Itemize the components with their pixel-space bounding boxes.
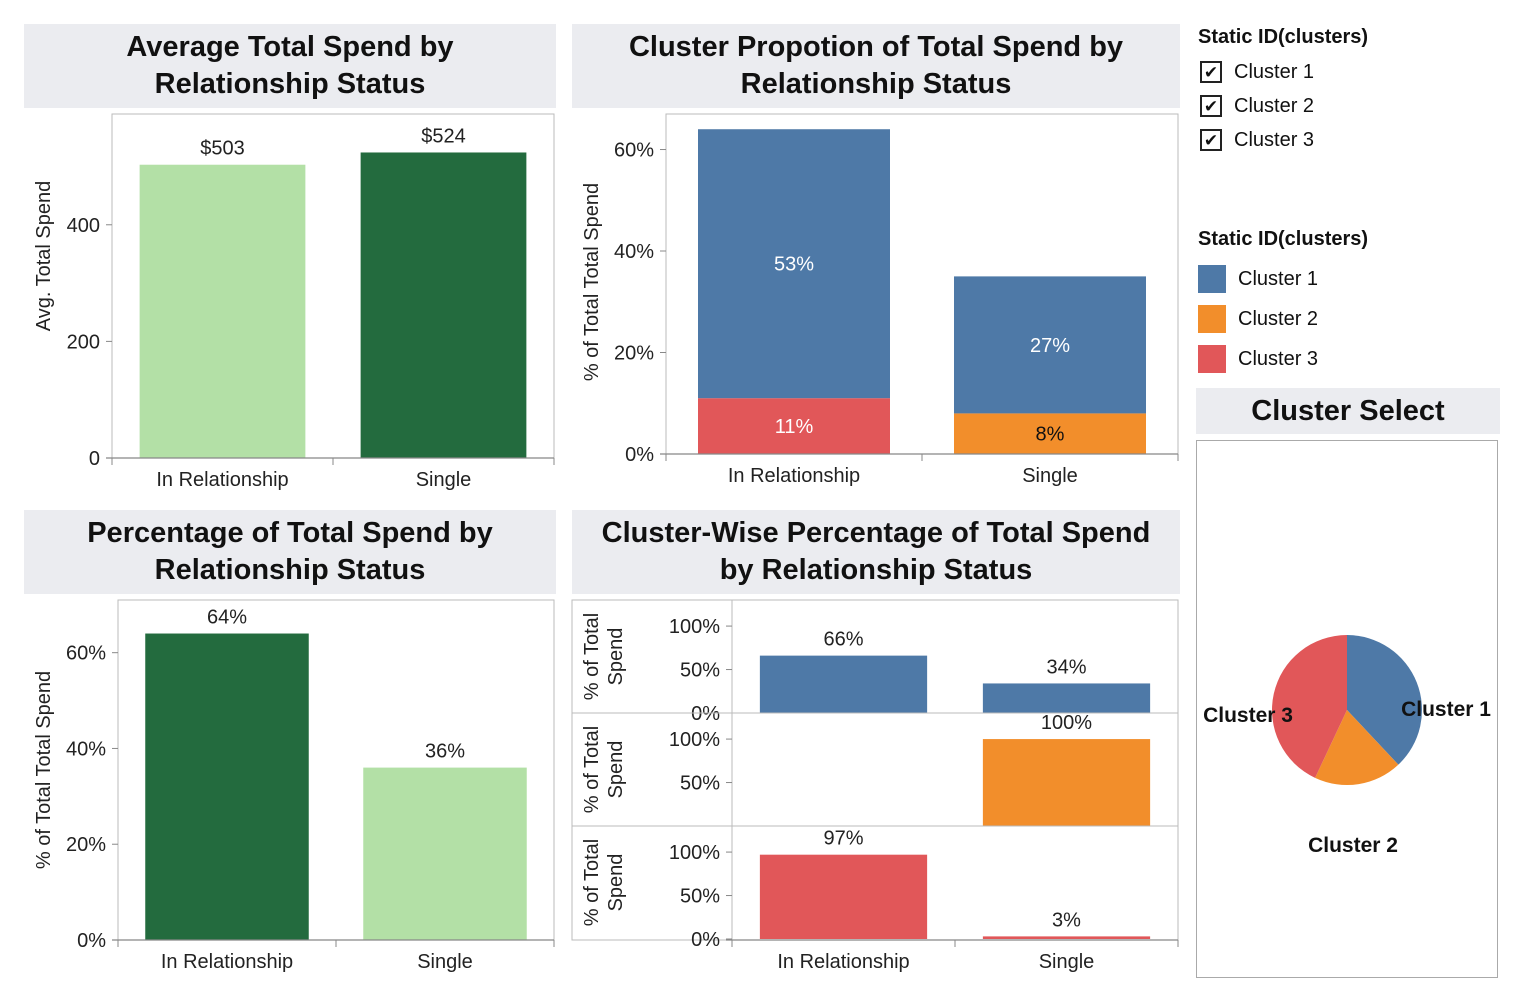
x-tick-label: Single	[416, 469, 472, 491]
cluster-wise-bar	[982, 739, 1151, 826]
cluster-proportion-segment	[698, 398, 890, 454]
cluster-proportion-data-label: 11%	[775, 416, 814, 438]
y-tick-label: 100%	[669, 842, 720, 864]
pie-slice	[1347, 635, 1423, 765]
checkbox-cluster-1[interactable]: ✔	[1200, 61, 1222, 83]
y-tick-label: 0%	[691, 929, 720, 951]
legend-item-cluster-2[interactable]: Cluster 2	[1198, 299, 1498, 339]
y-axis-title: Spend	[605, 854, 627, 912]
avg-spend-bar	[360, 152, 527, 458]
y-tick-label: 100%	[669, 616, 720, 638]
cluster-proportion-title: Cluster Propotion of Total Spend by Relat…	[572, 24, 1180, 108]
pct-spend-bar	[363, 767, 527, 940]
y-tick-label: 400	[67, 215, 100, 237]
cluster-wise-title: Cluster-Wise Percentage of Total Spend by…	[572, 510, 1180, 594]
cluster-wise-data-label: 34%	[1046, 656, 1086, 678]
y-tick-label: 0%	[625, 444, 654, 466]
pct-spend-data-label: 64%	[207, 607, 247, 629]
y-tick-label: 20%	[66, 834, 106, 856]
y-tick-label: 0	[89, 448, 100, 470]
legend-label: Cluster 2	[1238, 307, 1319, 330]
color-legend: Static ID(clusters) Cluster 1 Cluster 2 …	[1198, 228, 1498, 379]
legend-swatch	[1198, 305, 1226, 333]
legend-label: Cluster 1	[1238, 267, 1319, 290]
cluster-wise-data-label: 100%	[1041, 712, 1092, 734]
filter-label: Cluster 1	[1234, 60, 1315, 83]
cluster-proportion-segment	[698, 129, 890, 399]
legend-item-cluster-3[interactable]: Cluster 3	[1198, 339, 1498, 379]
y-tick-label: 0%	[691, 703, 720, 725]
x-tick-label: In Relationship	[777, 951, 909, 973]
cluster-proportion-segment	[954, 413, 1146, 454]
y-tick-label: 50%	[680, 773, 720, 795]
cluster-wise-bar	[759, 655, 928, 713]
y-axis-title: % of Total Total Spend	[581, 183, 603, 381]
avg-spend-bar	[139, 164, 306, 459]
filter-item-cluster-2[interactable]: ✔ Cluster 2	[1196, 89, 1496, 123]
x-tick-label: Single	[1039, 951, 1095, 973]
checkbox-cluster-2[interactable]: ✔	[1200, 95, 1222, 117]
pie-label: Cluster 2	[1308, 834, 1398, 857]
cluster-proportion-data-label: 8%	[1036, 424, 1065, 446]
y-axis-title: % of Total Total Spend	[33, 671, 55, 869]
cluster-wise-bar	[982, 683, 1151, 713]
legend-title: Static ID(clusters)	[1198, 228, 1369, 250]
cluster-select-title: Cluster Select	[1196, 388, 1500, 434]
y-tick-label: 50%	[680, 886, 720, 908]
y-tick-label: 60%	[614, 140, 654, 162]
y-tick-label: 200	[67, 331, 100, 353]
avg-spend-title: Average Total Spend by Relationship Statu…	[24, 24, 556, 108]
y-tick-label: 40%	[66, 738, 106, 760]
filter-label: Cluster 2	[1234, 94, 1315, 117]
y-tick-label: 100%	[669, 729, 720, 751]
filter-item-cluster-1[interactable]: ✔ Cluster 1	[1196, 55, 1496, 89]
y-axis-title: Avg. Total Spend	[33, 181, 55, 332]
y-tick-label: 50%	[680, 660, 720, 682]
pct-spend-bar	[145, 633, 309, 940]
pie-slice	[1315, 710, 1399, 786]
pie-label: Cluster 1	[1401, 698, 1491, 721]
cluster-wise-bar	[982, 936, 1151, 939]
y-axis-title: Spend	[605, 741, 627, 799]
avg-spend-data-label: $503	[200, 138, 245, 160]
cluster-proportion-segment	[954, 276, 1146, 414]
y-axis-title: Spend	[605, 628, 627, 686]
cluster-wise-data-label: 97%	[823, 828, 863, 850]
cluster-wise-data-label: 3%	[1052, 909, 1081, 931]
pct-spend-title: Percentage of Total Spend by Relationship…	[24, 510, 556, 594]
legend-label: Cluster 3	[1238, 347, 1319, 370]
pie-label: Cluster 3	[1203, 704, 1293, 727]
cluster-proportion-data-label: 27%	[1030, 335, 1070, 357]
cluster-wise-data-label: 66%	[823, 629, 863, 651]
checkbox-cluster-3[interactable]: ✔	[1200, 129, 1222, 151]
x-tick-label: In Relationship	[156, 469, 288, 491]
cluster-filter: Static ID(clusters) ✔ Cluster 1 ✔ Cluste…	[1196, 26, 1496, 157]
filter-label: Cluster 3	[1234, 128, 1315, 151]
cluster-wise-bar	[759, 854, 928, 939]
cluster-proportion-data-label: 53%	[774, 254, 814, 276]
x-tick-label: In Relationship	[161, 951, 293, 973]
cluster-select-pie-box	[1196, 440, 1498, 978]
legend-swatch	[1198, 345, 1226, 373]
filter-title: Static ID(clusters)	[1198, 26, 1369, 48]
y-tick-label: 60%	[66, 643, 106, 665]
x-tick-label: In Relationship	[728, 465, 860, 487]
y-axis-title: % of Total	[581, 839, 603, 926]
legend-swatch	[1198, 265, 1226, 293]
y-tick-label: 0%	[77, 930, 106, 952]
y-tick-label: 20%	[614, 343, 654, 365]
legend-item-cluster-1[interactable]: Cluster 1	[1198, 259, 1498, 299]
y-tick-label: 40%	[614, 241, 654, 263]
x-tick-label: Single	[417, 951, 473, 973]
pie-slice	[1272, 635, 1347, 778]
y-axis-title: % of Total	[581, 726, 603, 813]
pct-spend-data-label: 36%	[425, 741, 465, 763]
avg-spend-data-label: $524	[421, 125, 466, 147]
y-axis-title: % of Total	[581, 613, 603, 700]
filter-item-cluster-3[interactable]: ✔ Cluster 3	[1196, 123, 1496, 157]
x-tick-label: Single	[1022, 465, 1078, 487]
